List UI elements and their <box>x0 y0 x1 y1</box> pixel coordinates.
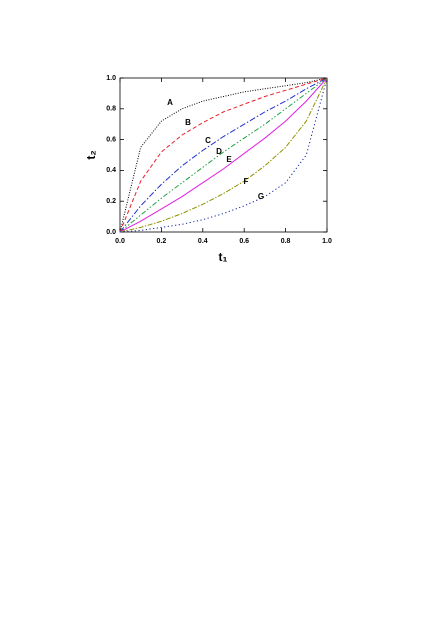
x-tick-label: 0.0 <box>115 238 125 245</box>
series-line <box>119 77 328 233</box>
y-tick-label: 1.0 <box>106 75 116 82</box>
y-tick-label: 0.0 <box>106 229 116 236</box>
series-label: C <box>205 136 211 145</box>
x-tick-label: 1.0 <box>322 238 332 245</box>
x-tick-label: 0.6 <box>239 238 249 245</box>
x-tick-label: 0.8 <box>281 238 291 245</box>
series-label: G <box>258 192 264 201</box>
series-label: E <box>226 155 232 164</box>
x-axis-label: t₁ <box>219 250 228 264</box>
y-tick-label: 0.2 <box>106 198 116 205</box>
series-line <box>119 77 328 233</box>
series-line <box>119 77 328 233</box>
series-label: B <box>185 118 191 127</box>
series-line <box>119 77 328 233</box>
series-label: D <box>216 147 222 156</box>
series-line <box>119 77 328 233</box>
y-tick-label: 0.6 <box>106 136 116 143</box>
plot-frame <box>119 77 328 233</box>
x-tick-label: 0.2 <box>157 238 167 245</box>
y-tick-label: 0.4 <box>106 167 116 174</box>
series-line <box>119 77 328 233</box>
y-tick-label: 0.8 <box>106 106 116 113</box>
series-label: A <box>167 98 173 107</box>
y-axis-label: t₂ <box>84 150 98 159</box>
x-tick-label: 0.4 <box>198 238 208 245</box>
series-line <box>119 77 328 233</box>
series-label: F <box>244 177 249 186</box>
